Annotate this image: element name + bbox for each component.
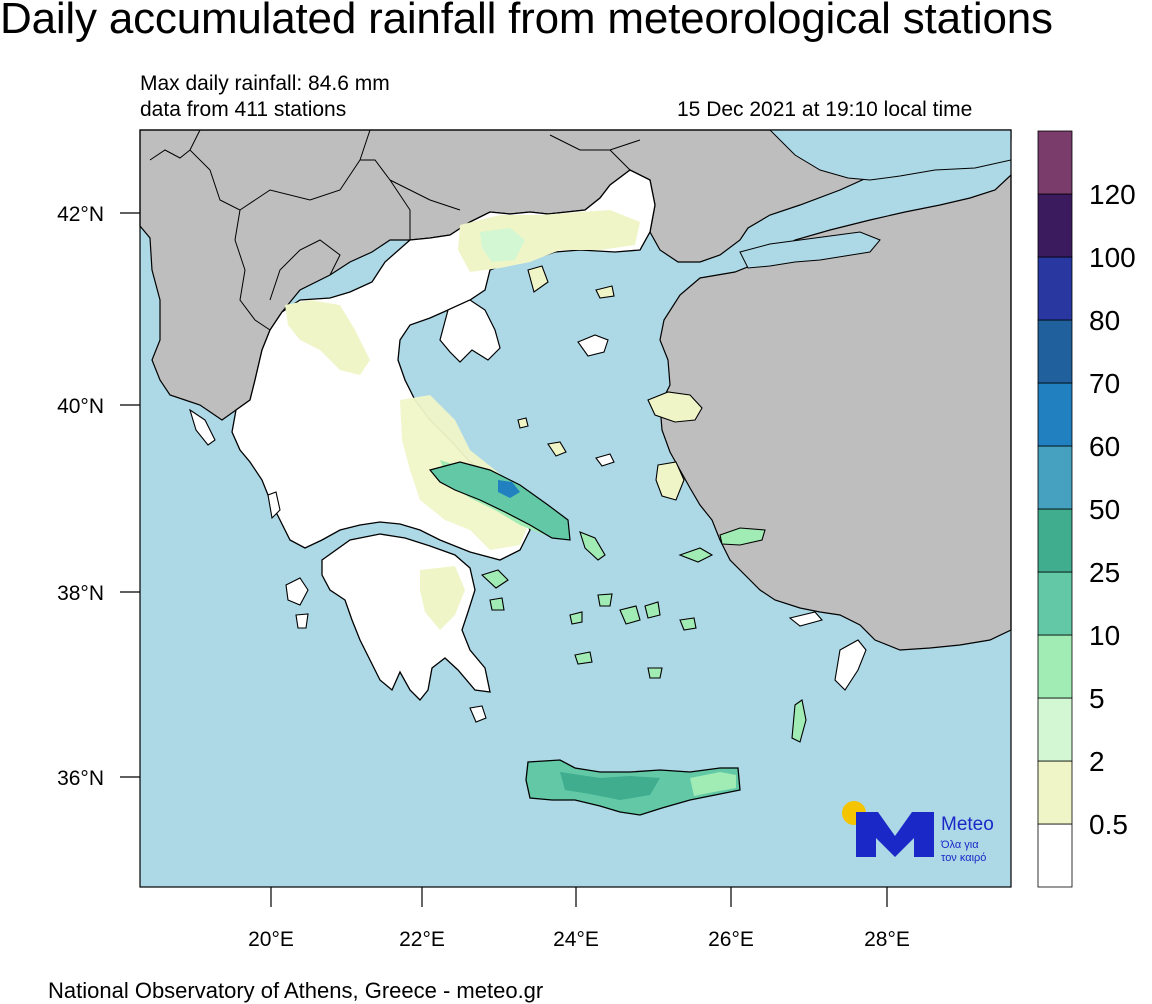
rain-zone-west (285, 300, 370, 375)
legend-swatch (1037, 634, 1073, 699)
lat-label: 36°N (57, 767, 104, 790)
legend-label: 100 (1089, 242, 1136, 273)
kos (788, 611, 823, 627)
legend-label: 60 (1089, 431, 1120, 462)
legend-swatch (1037, 319, 1073, 384)
logo-tagline-2: τον καιρό (941, 852, 986, 864)
rhodes (834, 639, 867, 691)
lefkada-kefalonia (267, 491, 309, 629)
chios (655, 461, 685, 501)
evia-max (498, 480, 520, 498)
crete-light (690, 772, 736, 796)
legend-label: 10 (1089, 620, 1120, 651)
logo-brand: Meteo (941, 814, 994, 835)
legend-swatch (1037, 193, 1073, 258)
timestamp-label: 15 Dec 2021 at 19:10 local time (677, 98, 973, 121)
lon-label: 26°E (708, 928, 754, 951)
legend-label: 2 (1089, 746, 1105, 777)
max-rainfall-label: Max daily rainfall: 84.6 mm (140, 72, 390, 95)
lat-label: 38°N (57, 582, 104, 605)
aegina-salamina (480, 569, 509, 611)
lon-label: 22°E (399, 928, 445, 951)
ikaria (678, 547, 714, 563)
legend-label: 80 (1089, 305, 1120, 336)
kythira (469, 705, 487, 723)
rain-zone-pelop (420, 566, 465, 630)
greece-mainland (231, 169, 656, 561)
legend-swatch (1037, 445, 1073, 510)
legend-swatch (1037, 823, 1073, 888)
samothraki (595, 285, 615, 299)
legend-swatch (1037, 508, 1073, 573)
lat-label: 40°N (57, 395, 104, 418)
legend-swatch (1037, 697, 1073, 762)
legend-swatch (1037, 571, 1073, 636)
rain-zone-north-core (480, 228, 525, 262)
lat-label: 42°N (57, 203, 104, 226)
marmara-sea (739, 231, 881, 269)
lon-label: 20°E (248, 928, 294, 951)
evia-island (428, 461, 571, 541)
samos (719, 527, 766, 546)
lon-label: 28°E (864, 928, 910, 951)
limnos (577, 334, 609, 357)
andros (579, 531, 606, 561)
legend-swatch (1037, 760, 1073, 825)
legend-swatch (1037, 256, 1073, 321)
meteo-mark-icon (856, 812, 934, 857)
sporades (517, 417, 567, 457)
legend-colorbar (1037, 130, 1073, 888)
cyclades-group (569, 593, 697, 679)
karpathos (791, 699, 807, 743)
legend-swatch (1037, 382, 1073, 447)
legend-label: 70 (1089, 368, 1120, 399)
legend-label: 50 (1089, 494, 1120, 525)
map-title: Daily accumulated rainfall from meteorol… (0, 0, 1053, 43)
legend-label: 120 (1089, 179, 1136, 210)
lesvos (647, 391, 703, 423)
axis-ticks (120, 212, 888, 907)
legend-label: 5 (1089, 683, 1105, 714)
corfu (189, 408, 216, 446)
logo-tagline-1: Όλα για (940, 839, 979, 851)
country-borders (149, 129, 641, 331)
station-count-label: data from 411 stations (140, 98, 347, 121)
crete-core (560, 772, 660, 800)
thasos (527, 265, 549, 293)
legend-swatch (1037, 130, 1073, 195)
footer-credit: National Observatory of Athens, Greece -… (48, 978, 544, 1003)
meteo-logo: Meteo Όλα για τον καιρό (842, 801, 994, 864)
legend-label: 0.5 (1089, 809, 1128, 840)
chalkidiki (439, 299, 501, 363)
skyros (595, 453, 615, 467)
lon-label: 24°E (553, 928, 599, 951)
legend-label: 25 (1089, 557, 1120, 588)
